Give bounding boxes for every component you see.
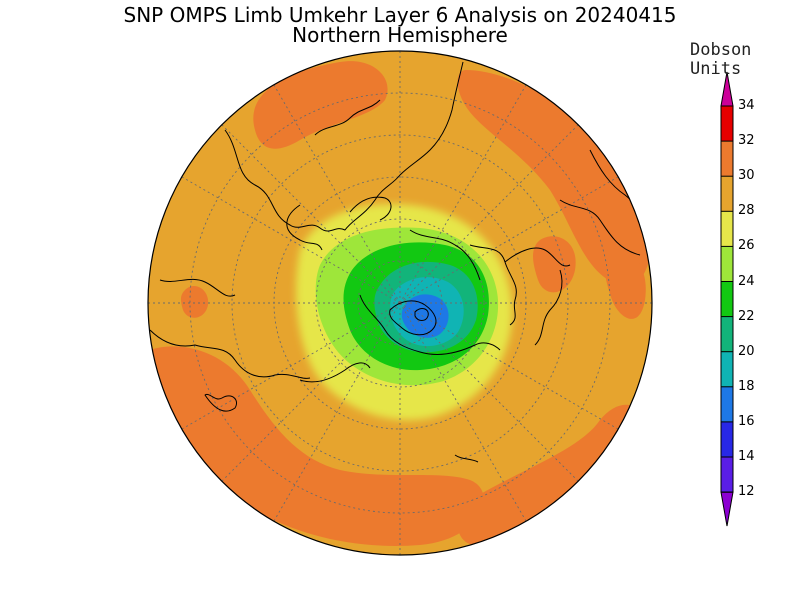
colorbar-segment (721, 246, 733, 282)
colorbar-segment (721, 176, 733, 212)
colorbar-segment (721, 141, 733, 177)
colorbar-tick-label: 24 (738, 273, 755, 289)
colorbar-segment (721, 316, 733, 352)
colorbar-units-line2: Units (690, 59, 742, 79)
colorbar-tick-label: 16 (738, 413, 755, 429)
colorbar-tick-label: 34 (738, 98, 755, 113)
colorbar-segment (721, 386, 733, 422)
colorbar (720, 71, 734, 527)
colorbar-tick-label: 12 (738, 484, 755, 500)
map-title: SNP OMPS Limb Umkehr Layer 6 Analysis on… (123, 3, 677, 27)
colorbar-segment (721, 106, 733, 142)
colorbar-bottom-arrow (720, 491, 734, 527)
colorbar-segment (721, 457, 733, 493)
colorbar-tick-label: 26 (738, 238, 755, 254)
colorbar-tick-label: 14 (738, 449, 755, 464)
colorbar-tick-label: 22 (738, 308, 755, 324)
colorbar-tick-label: 32 (738, 133, 755, 149)
colorbar-tick-label: 28 (738, 203, 755, 219)
colorbar-segment (721, 211, 733, 247)
map-subtitle: Northern Hemisphere (292, 23, 508, 47)
colorbar-segment (721, 421, 733, 457)
colorbar-segment (721, 281, 733, 317)
coastlines (149, 61, 651, 463)
colorbar-segment (721, 351, 733, 387)
colorbar-tick-label: 20 (738, 343, 755, 359)
colorbar-units-line1: Dobson (690, 40, 752, 60)
graticule (148, 51, 652, 555)
colorbar-tick-label: 30 (738, 168, 755, 184)
colorbar-tick-label: 18 (738, 378, 755, 394)
map-border (147, 50, 653, 556)
ozone-field (148, 51, 652, 555)
